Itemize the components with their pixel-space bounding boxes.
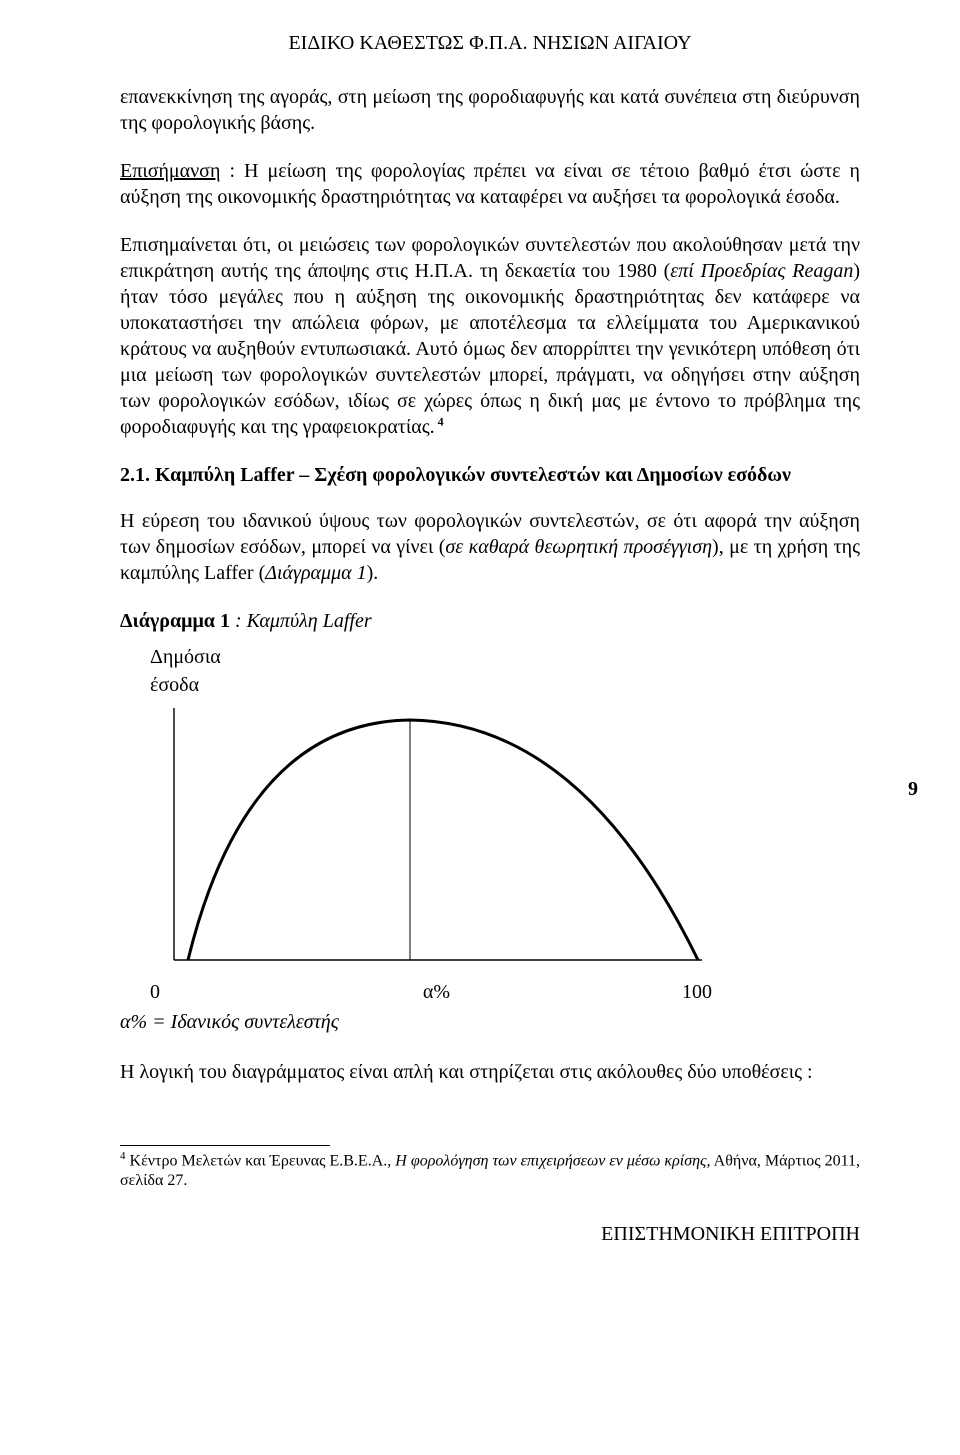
x-axis-ticks: 0 α% 100 [150, 979, 860, 1005]
p4d: Διάγραμμα 1 [265, 562, 366, 584]
paragraph-4: Η εύρεση του ιδανικού ύψους των φορολογι… [120, 508, 860, 586]
xtick-2: 100 [450, 979, 712, 1005]
xtick-0: 0 [150, 979, 190, 1005]
p2-rest: : Η μείωση της φορολογίας πρέπει να είνα… [120, 160, 860, 208]
footnote-rule [120, 1145, 330, 1146]
section-2-1-heading: 2.1. Καμπύλη Laffer – Σχέση φορολογικών … [120, 462, 860, 488]
diagram-italic: : Καμπύλη Laffer [230, 610, 372, 632]
footnote-4: 4 Κέντρο Μελετών και Έρευνας Ε.Β.Ε.Α., Η… [120, 1150, 860, 1191]
diagram-bold: Διάγραμμα 1 [120, 610, 230, 632]
paragraph-5: Η λογική του διαγράμματος είναι απλή και… [120, 1059, 860, 1085]
page-footer: ΕΠΙΣΤΗΜΟΝΙΚΗ ΕΠΙΤΡΟΠΗ [120, 1221, 860, 1247]
paragraph-1: επανεκκίνηση της αγοράς, στη μείωση της … [120, 84, 860, 136]
p4e: ). [367, 562, 379, 584]
p2-underline: Επισήμανση [120, 160, 220, 182]
paragraph-2: Επισήμανση : Η μείωση της φορολογίας πρέ… [120, 158, 860, 210]
page-number: 9 [908, 776, 918, 802]
chart-ylabel-line1: Δημόσια [150, 644, 860, 670]
footnote-ref-4: 4 [435, 414, 444, 428]
chart-ylabel-line2: έσοδα [150, 672, 860, 698]
paragraph-3: Επισημαίνεται ότι, οι μειώσεις των φορολ… [120, 232, 860, 440]
fn-a: Κέντρο Μελετών και Έρευνας Ε.Β.Ε.Α., [126, 1152, 396, 1169]
diagram-1-label: Διάγραμμα 1 : Καμπύλη Laffer [120, 608, 860, 634]
p4b: σε καθαρά θεωρητική προσέγγιση [445, 536, 712, 558]
fn-b: Η φορολόγηση των επιχειρήσεων εν μέσω κρ… [395, 1152, 706, 1169]
laffer-curve-svg [150, 700, 710, 970]
p3c: ) ήταν τόσο μεγάλες που η αύξηση της οικ… [120, 260, 860, 438]
page-header-title: ΕΙΔΙΚΟ ΚΑΘΕΣΤΩΣ Φ.Π.Α. ΝΗΣΙΩΝ ΑΙΓΑΙΟΥ [120, 30, 860, 56]
x-axis-note: α% = Ιδανικός συντελεστής [120, 1009, 860, 1035]
p3b: επί Προεδρίας Reagan [670, 260, 853, 282]
laffer-chart: Δημόσια έσοδα 0 α% 100 [150, 644, 860, 1005]
xtick-1: α% [190, 979, 450, 1005]
